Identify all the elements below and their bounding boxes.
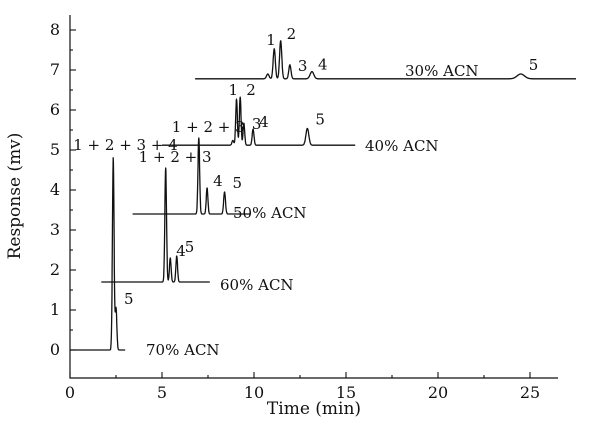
- trace-label: 60% ACN: [220, 276, 294, 294]
- peak-label: 5: [124, 290, 134, 308]
- trace-30-acn: [194, 40, 577, 80]
- peak-label: 4: [213, 172, 223, 190]
- peak-label: 4: [259, 113, 269, 131]
- trace-60-acn: [100, 167, 211, 283]
- axes: [69, 15, 558, 379]
- peak-label: 3: [298, 57, 308, 75]
- peak-label: 5: [185, 238, 195, 256]
- traces: [69, 40, 577, 351]
- peak-label: 4: [176, 242, 186, 260]
- trace-label: 50% ACN: [233, 204, 307, 222]
- x-tick-label: 5: [157, 383, 167, 402]
- peak-label: 5: [233, 174, 243, 192]
- y-tick-label: 4: [50, 180, 60, 199]
- trace-label: 70% ACN: [146, 341, 220, 359]
- peak-label: 2: [287, 25, 297, 43]
- y-tick-label: 2: [50, 260, 60, 279]
- y-tick-label: 3: [50, 220, 60, 239]
- x-tick-label: 15: [336, 383, 356, 402]
- peak-label: 1 + 2 + 3: [139, 148, 212, 166]
- peak-label: 5: [315, 110, 325, 128]
- y-tick-label: 0: [50, 340, 60, 359]
- trace-40-acn: [161, 96, 356, 146]
- peak-label: 1 + 2 + 3: [172, 118, 245, 136]
- x-axis-title: Time (min): [267, 399, 361, 419]
- plot-frame: [69, 15, 558, 379]
- peak-label: 1: [266, 31, 276, 49]
- trace-label: 30% ACN: [405, 62, 479, 80]
- peak-label: 1 + 2 + 3 + 4: [73, 136, 177, 154]
- peak-label: 4: [318, 56, 328, 74]
- trace-label: 40% ACN: [365, 137, 439, 155]
- x-tick-label: 10: [244, 383, 264, 402]
- peak-label: 3: [252, 115, 262, 133]
- peak-label: 2: [246, 81, 256, 99]
- y-tick-label: 6: [50, 100, 60, 119]
- y-tick-label: 5: [50, 140, 60, 159]
- y-axis-title: Response (mv): [5, 133, 25, 260]
- y-tick-label: 7: [50, 60, 60, 79]
- x-tick-label: 0: [65, 383, 75, 402]
- trace-70-acn: [69, 157, 126, 351]
- y-tick-label: 1: [50, 300, 60, 319]
- x-tick-label: 25: [520, 383, 540, 402]
- peak-label: 1: [229, 81, 239, 99]
- y-tick-label: 8: [50, 20, 60, 39]
- peak-label: 5: [529, 56, 539, 74]
- x-tick-label: 20: [428, 383, 448, 402]
- trace-50-acn: [132, 137, 251, 215]
